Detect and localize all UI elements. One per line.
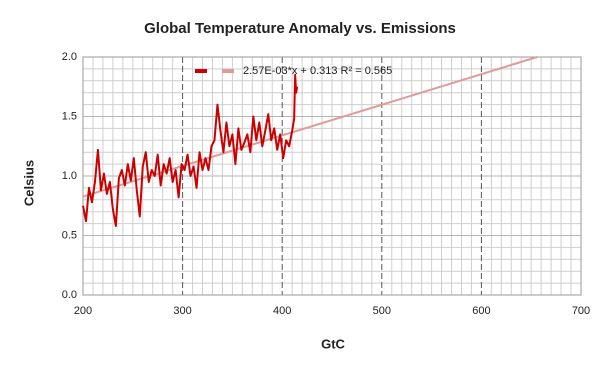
data-line xyxy=(82,73,299,227)
y-tick-label: 1.0 xyxy=(62,170,77,182)
x-tick-label: 500 xyxy=(373,305,391,317)
x-tick-label: 600 xyxy=(472,305,490,317)
y-axis-title: Celsius xyxy=(21,160,36,206)
x-tick-label: 400 xyxy=(273,305,291,317)
legend-label: 2.57E-03*x + 0.313 R² = 0.565 xyxy=(243,65,392,77)
y-tick-label: 0.5 xyxy=(62,229,77,241)
y-tick-label: 0.0 xyxy=(62,289,77,301)
y-tick-label: 2.0 xyxy=(62,51,77,63)
y-tick-label: 1.5 xyxy=(62,110,77,122)
chart-title: Global Temperature Anomaly vs. Emissions xyxy=(144,20,456,37)
x-tick-label: 300 xyxy=(173,305,191,317)
plot-border xyxy=(82,56,582,296)
x-tick-label: 700 xyxy=(572,305,590,317)
x-axis-title: GtC xyxy=(321,336,345,351)
x-tick-label: 200 xyxy=(74,305,92,317)
